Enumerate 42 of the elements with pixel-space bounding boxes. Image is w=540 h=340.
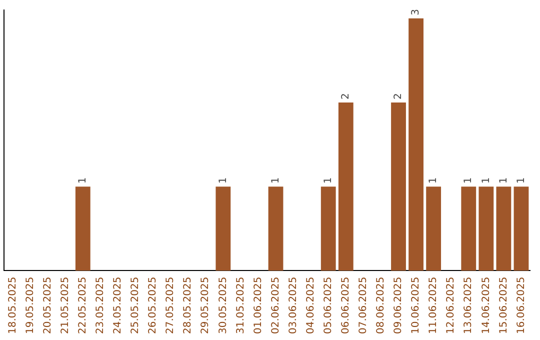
x-tick-label: 03.06.2025 bbox=[288, 276, 299, 334]
x-tick-label: 13.06.2025 bbox=[463, 276, 474, 334]
data-label: 1 bbox=[516, 177, 527, 184]
x-tick-label: 06.06.2025 bbox=[340, 276, 352, 334]
data-label: 3 bbox=[410, 9, 422, 16]
data-label: 1 bbox=[322, 177, 334, 184]
x-tick-label: 04.06.2025 bbox=[305, 276, 316, 334]
x-tick-label: 18.05.2025 bbox=[7, 276, 18, 334]
data-label: 1 bbox=[218, 177, 229, 184]
x-tick-label: 29.05.2025 bbox=[200, 276, 212, 334]
x-tick-label: 12.06.2025 bbox=[446, 276, 457, 334]
data-label: 1 bbox=[498, 177, 510, 184]
x-tick-label: 09.06.2025 bbox=[393, 276, 404, 334]
data-label: 1 bbox=[463, 177, 474, 184]
x-tick-label: 07.06.2025 bbox=[358, 276, 370, 334]
x-tick-label: 21.05.2025 bbox=[60, 276, 71, 334]
x-tick-label: 20.05.2025 bbox=[42, 276, 54, 334]
data-label: 1 bbox=[480, 177, 492, 184]
x-tick-label: 10.06.2025 bbox=[410, 276, 422, 334]
x-tick-label: 02.06.2025 bbox=[270, 276, 282, 334]
x-tick-label: 14.06.2025 bbox=[480, 276, 492, 334]
x-tick-label: 08.06.2025 bbox=[376, 276, 387, 334]
x-tick-label: 05.06.2025 bbox=[322, 276, 334, 334]
x-tick-label: 23.05.2025 bbox=[95, 276, 106, 334]
data-label: 1 bbox=[77, 177, 88, 184]
x-tick-label: 28.05.2025 bbox=[182, 276, 194, 334]
x-tick-label: 15.06.2025 bbox=[498, 276, 510, 334]
data-label: 1 bbox=[270, 177, 282, 184]
data-label: 2 bbox=[340, 93, 352, 100]
x-tick-label: 24.05.2025 bbox=[112, 276, 124, 334]
x-tick-label: 11.06.2025 bbox=[428, 276, 440, 334]
x-tick-label: 01.06.2025 bbox=[252, 276, 264, 334]
x-tick-label: 22.05.2025 bbox=[77, 276, 88, 334]
x-tick-label: 27.05.2025 bbox=[165, 276, 176, 334]
x-tick-label: 16.06.2025 bbox=[516, 276, 527, 334]
x-tick-label: 26.05.2025 bbox=[148, 276, 159, 334]
x-tick-label: 31.05.2025 bbox=[235, 276, 246, 334]
x-tick-label: 25.05.2025 bbox=[130, 276, 142, 334]
x-tick-label: 19.05.2025 bbox=[24, 276, 36, 334]
data-label: 2 bbox=[393, 93, 404, 100]
data-label: 1 bbox=[428, 177, 440, 184]
x-tick-label: 30.05.2025 bbox=[218, 276, 229, 334]
